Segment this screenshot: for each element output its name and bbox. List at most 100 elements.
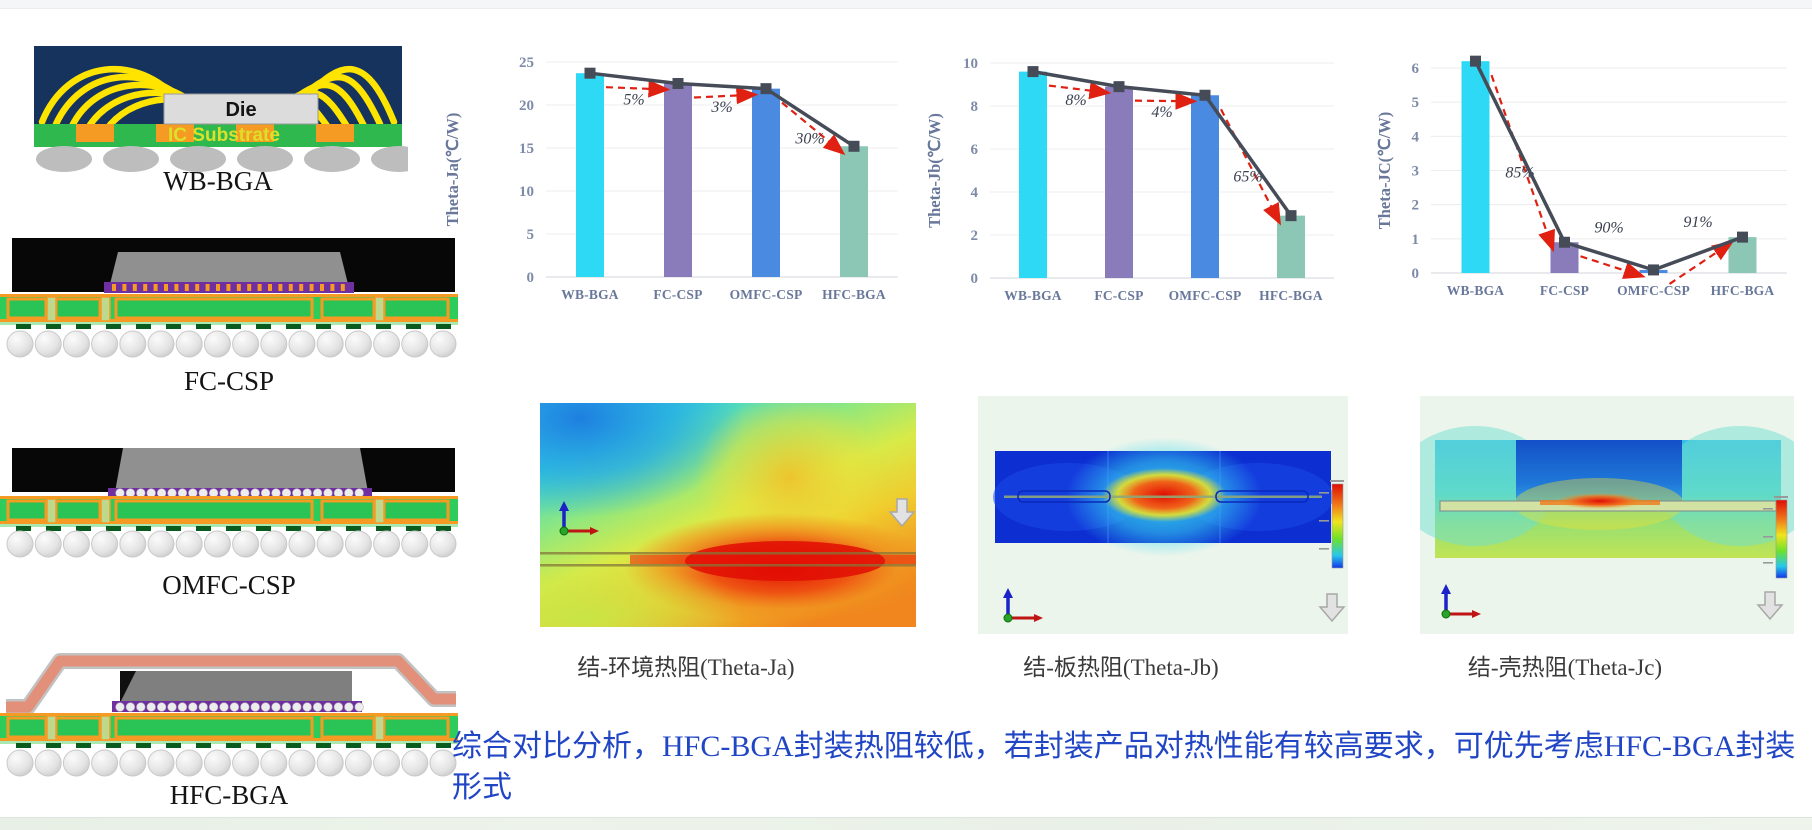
bar-WB-BGA	[1019, 71, 1047, 278]
color-scale-legend	[1331, 483, 1344, 569]
package-substrate	[0, 496, 458, 558]
x-category-label: OMFC-CSP	[730, 287, 803, 302]
down-arrow-icon	[888, 498, 916, 528]
trend-marker	[848, 140, 860, 152]
trend-marker	[1113, 81, 1125, 93]
die	[120, 671, 352, 703]
color-scale-ticks	[1319, 480, 1344, 550]
y-tick-label: 6	[971, 142, 979, 158]
trend-marker	[1199, 89, 1211, 101]
package-label-fc-csp: FC-CSP	[183, 366, 275, 396]
y-tick-label: 2	[1412, 198, 1420, 214]
x-category-label: WB-BGA	[1447, 283, 1505, 298]
solder-balls	[36, 146, 408, 172]
x-category-label: WB-BGA	[561, 287, 619, 302]
caption-theta-ja: 结-环境热阻(Theta-Ja)	[577, 655, 795, 680]
reduction-arrow	[605, 80, 671, 98]
trend-marker	[1027, 66, 1039, 78]
package-substrate	[0, 294, 458, 358]
coordinate-axes-icon	[559, 501, 599, 536]
board-line	[540, 552, 916, 555]
die	[163, 93, 319, 125]
fc-csp-diagram	[0, 238, 458, 358]
y-tick-label: 6	[1412, 61, 1420, 77]
package-label-hfc-bga: HFC-BGA	[169, 780, 289, 810]
board-line	[1004, 495, 1322, 498]
x-category-label: WB-BGA	[1004, 288, 1062, 303]
solder-mask	[34, 142, 402, 147]
thermal-contour-jc	[1420, 396, 1794, 634]
y-axis-title: Theta-JC(℃/W)	[1375, 112, 1394, 230]
substrate-pads	[34, 124, 402, 144]
trend-line	[1032, 69, 1293, 217]
y-tick-label: 3	[1412, 164, 1420, 180]
reduction-arrow	[1580, 255, 1646, 279]
bar-WB-BGA	[576, 73, 604, 278]
y-tick-label: 5	[1412, 95, 1420, 111]
bar-OMFC-CSP	[1191, 95, 1219, 278]
package-label-omfc-csp: OMFC-CSP	[162, 570, 296, 600]
x-category-label: HFC-BGA	[822, 287, 886, 302]
package-substrate	[0, 713, 458, 777]
die-shadow	[120, 671, 136, 703]
down-arrow-icon	[1318, 593, 1346, 623]
y-tick-label: 10	[519, 184, 534, 200]
trend-marker	[1470, 55, 1481, 67]
hfc-bga-diagram	[0, 653, 458, 777]
hot-spot	[1555, 493, 1645, 509]
trend-marker	[1737, 231, 1748, 243]
y-tick-label: 8	[971, 99, 979, 115]
bar-HFC-BGA	[840, 146, 868, 277]
copper-heat-spreader	[6, 655, 456, 713]
thermal-contour-ja	[540, 403, 916, 627]
x-category-label: OMFC-CSP	[1169, 288, 1242, 303]
die	[110, 252, 348, 284]
flip-chip-bumps	[112, 284, 345, 291]
die-label: Die	[225, 99, 256, 121]
y-axis-title: Theta-Ja(℃/W)	[443, 113, 462, 227]
wb-bga-diagram: Die IC Substrate	[34, 46, 408, 172]
y-axis-title: Theta-Jb(℃/W)	[925, 113, 944, 228]
reduction-arrow	[1048, 81, 1112, 100]
down-arrow-icon	[1756, 591, 1784, 621]
thermal-contour-jb	[978, 396, 1348, 634]
reduction-arrow	[1134, 92, 1198, 110]
y-tick-label: 5	[527, 227, 535, 243]
theta-ja-chart: 0 5 10 15 20 25 5% 3% 30% WB-BGA FC-CSP OMFC-CSP HFC…	[438, 36, 916, 308]
reduction-arrow	[693, 86, 759, 105]
theta-jc-chart: 0 1 2 3 4 5 6 85% 90% 91% WB-BGA FC-CSP OMFC-CSP HFC-…	[1298, 36, 1798, 308]
bottom-edge-strip	[0, 817, 1812, 830]
bar-FC-CSP	[664, 83, 692, 277]
trend-marker	[1648, 264, 1659, 276]
reduction-label: 5%	[623, 91, 644, 108]
bar-WB-BGA	[1461, 61, 1490, 274]
y-tick-label: 25	[519, 55, 534, 71]
reduction-label: 3%	[710, 99, 732, 116]
y-tick-label: 2	[971, 228, 979, 244]
trend-line	[1473, 60, 1744, 272]
bar-FC-CSP	[1105, 86, 1133, 279]
caption-theta-jb: 结-板热阻(Theta-Jb)	[1023, 655, 1219, 680]
reduction-arrow	[1490, 74, 1555, 253]
x-category-label: HFC-BGA	[1259, 288, 1323, 303]
y-tick-label: 0	[1412, 266, 1420, 282]
y-tick-label: 10	[963, 56, 978, 72]
reduction-label: 91%	[1683, 214, 1712, 231]
reduction-label: 4%	[1151, 104, 1172, 121]
omfc-csp-diagram	[0, 448, 458, 558]
hot-spot	[1102, 468, 1226, 522]
flip-chip-bumps	[115, 488, 364, 498]
y-tick-label: 20	[519, 98, 534, 114]
trend-line	[589, 71, 855, 148]
bar-OMFC-CSP	[752, 88, 780, 277]
y-tick-label: 0	[971, 271, 979, 287]
underfill	[108, 488, 372, 499]
trend-marker	[1559, 236, 1570, 248]
y-tick-label: 0	[527, 270, 535, 286]
y-tick-label: 15	[519, 141, 534, 157]
trend-marker	[584, 67, 596, 79]
reduction-arrow	[781, 101, 846, 156]
reduction-label: 8%	[1065, 92, 1086, 109]
x-category-label: HFC-BGA	[1711, 283, 1775, 298]
